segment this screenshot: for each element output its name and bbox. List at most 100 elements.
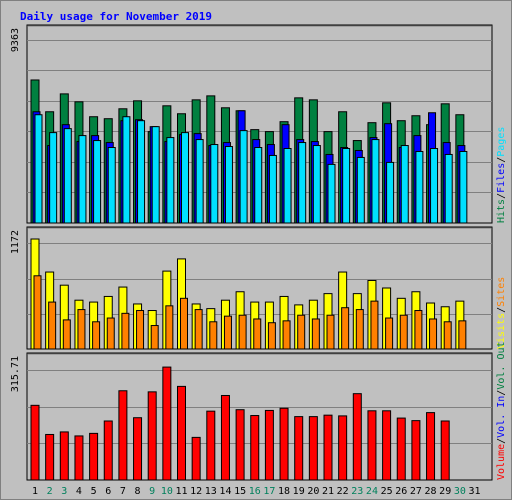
bar-volume-day-14 [220,394,230,481]
bar-volume-day-25 [382,410,392,481]
legend-item: / [496,307,507,313]
bar-sites-day-21 [326,314,335,350]
bar-volume-day-20 [308,416,318,481]
bar-pages-day-16 [254,147,263,224]
y-max-label-2: 1172 [10,230,21,254]
legend-3: Volume/Vol. In/Vol. Out [496,341,507,480]
day-label-31: 31 [468,486,480,497]
bar-pages-day-26 [400,145,409,224]
bar-volume-day-13 [206,410,216,481]
bar-pages-day-21 [327,163,336,224]
bar-volume-day-23 [352,393,362,481]
bar-volume-day-18 [279,407,289,481]
day-label-24: 24 [366,486,378,497]
y-max-label-1: 9363 [10,28,21,52]
legend-item: Sites [496,277,507,307]
bar-pages-day-13 [210,144,219,224]
legend-item: Vol. Out [496,341,507,389]
bar-sites-day-15 [238,314,247,350]
day-label-27: 27 [410,486,422,497]
bar-volume-day-21 [323,414,333,481]
bar-sites-day-1 [33,275,42,350]
day-label-19: 19 [293,486,305,497]
bar-pages-day-19 [298,142,307,224]
bar-volume-day-7 [118,390,128,481]
day-label-17: 17 [263,486,275,497]
bar-volume-day-6 [103,420,113,481]
bar-sites-day-20 [311,318,320,350]
bar-sites-day-26 [399,314,408,350]
day-label-16: 16 [249,486,261,497]
day-label-9: 9 [149,486,155,497]
bar-volume-day-22 [338,415,348,481]
bar-sites-day-28 [429,318,438,350]
day-label-11: 11 [175,486,187,497]
day-label-30: 30 [454,486,466,497]
bar-sites-day-13 [209,321,218,350]
day-label-10: 10 [161,486,173,497]
bar-pages-day-8 [137,120,146,224]
day-label-26: 26 [395,486,407,497]
day-label-25: 25 [381,486,393,497]
day-label-21: 21 [322,486,334,497]
day-label-29: 29 [439,486,451,497]
bar-pages-day-11 [181,132,189,224]
bar-sites-day-2 [48,301,57,350]
bar-sites-day-24 [370,300,379,350]
bar-volume-day-15 [235,409,245,481]
bar-sites-day-22 [341,307,350,350]
bar-pages-day-10 [166,137,175,224]
day-label-6: 6 [105,486,111,497]
bar-pages-day-1 [34,114,43,224]
day-label-7: 7 [120,486,126,497]
bar-pages-day-15 [239,130,248,224]
bar-sites-day-25 [385,317,394,350]
bar-pages-day-7 [122,116,131,224]
bar-sites-day-30 [458,320,467,350]
legend-item: Hits [496,199,507,223]
bar-pages-day-17 [268,154,277,224]
legend-item: / [496,390,507,396]
bar-volume-day-17 [264,409,274,481]
bar-sites-day-17 [267,322,276,350]
day-label-23: 23 [351,486,363,497]
bar-pages-day-9 [151,126,160,224]
bar-volume-day-29 [440,420,450,481]
bar-sites-day-3 [62,319,71,350]
bar-pages-day-18 [283,148,292,224]
bar-sites-day-6 [106,317,115,350]
bar-volume-day-3 [59,431,69,481]
bar-pages-day-24 [371,139,380,224]
bar-volume-day-27 [411,420,421,481]
legend-item: Files [496,163,507,193]
bar-pages-day-14 [224,146,233,224]
bar-sites-day-14 [223,315,232,350]
bar-sites-day-19 [297,314,306,350]
bar-pages-day-5 [93,140,102,224]
bar-pages-day-25 [386,161,395,224]
bar-volume-day-2 [45,433,55,481]
legend-item: Pages [496,127,507,157]
bar-volume-day-19 [294,416,304,481]
bar-volume-day-24 [367,410,377,481]
day-label-2: 2 [47,486,53,497]
bar-sites-day-12 [194,309,203,350]
bar-volume-day-12 [191,436,201,481]
day-label-1: 1 [32,486,38,497]
bar-pages-day-3 [63,128,72,224]
legend-item: Volume [496,444,507,480]
bar-pages-day-23 [356,156,365,224]
day-label-4: 4 [76,486,82,497]
day-label-3: 3 [61,486,67,497]
bar-sites-day-9 [150,325,159,350]
legend-item: Visits [496,313,507,349]
bar-sites-day-16 [253,318,262,350]
bar-volume-day-9 [147,391,157,481]
bar-pages-day-22 [342,148,351,224]
bar-volume-day-11 [177,385,186,481]
bar-sites-day-11 [180,297,188,350]
bar-volume-day-5 [89,432,99,481]
bar-volume-day-10 [162,366,172,481]
bar-sites-day-10 [165,305,174,350]
